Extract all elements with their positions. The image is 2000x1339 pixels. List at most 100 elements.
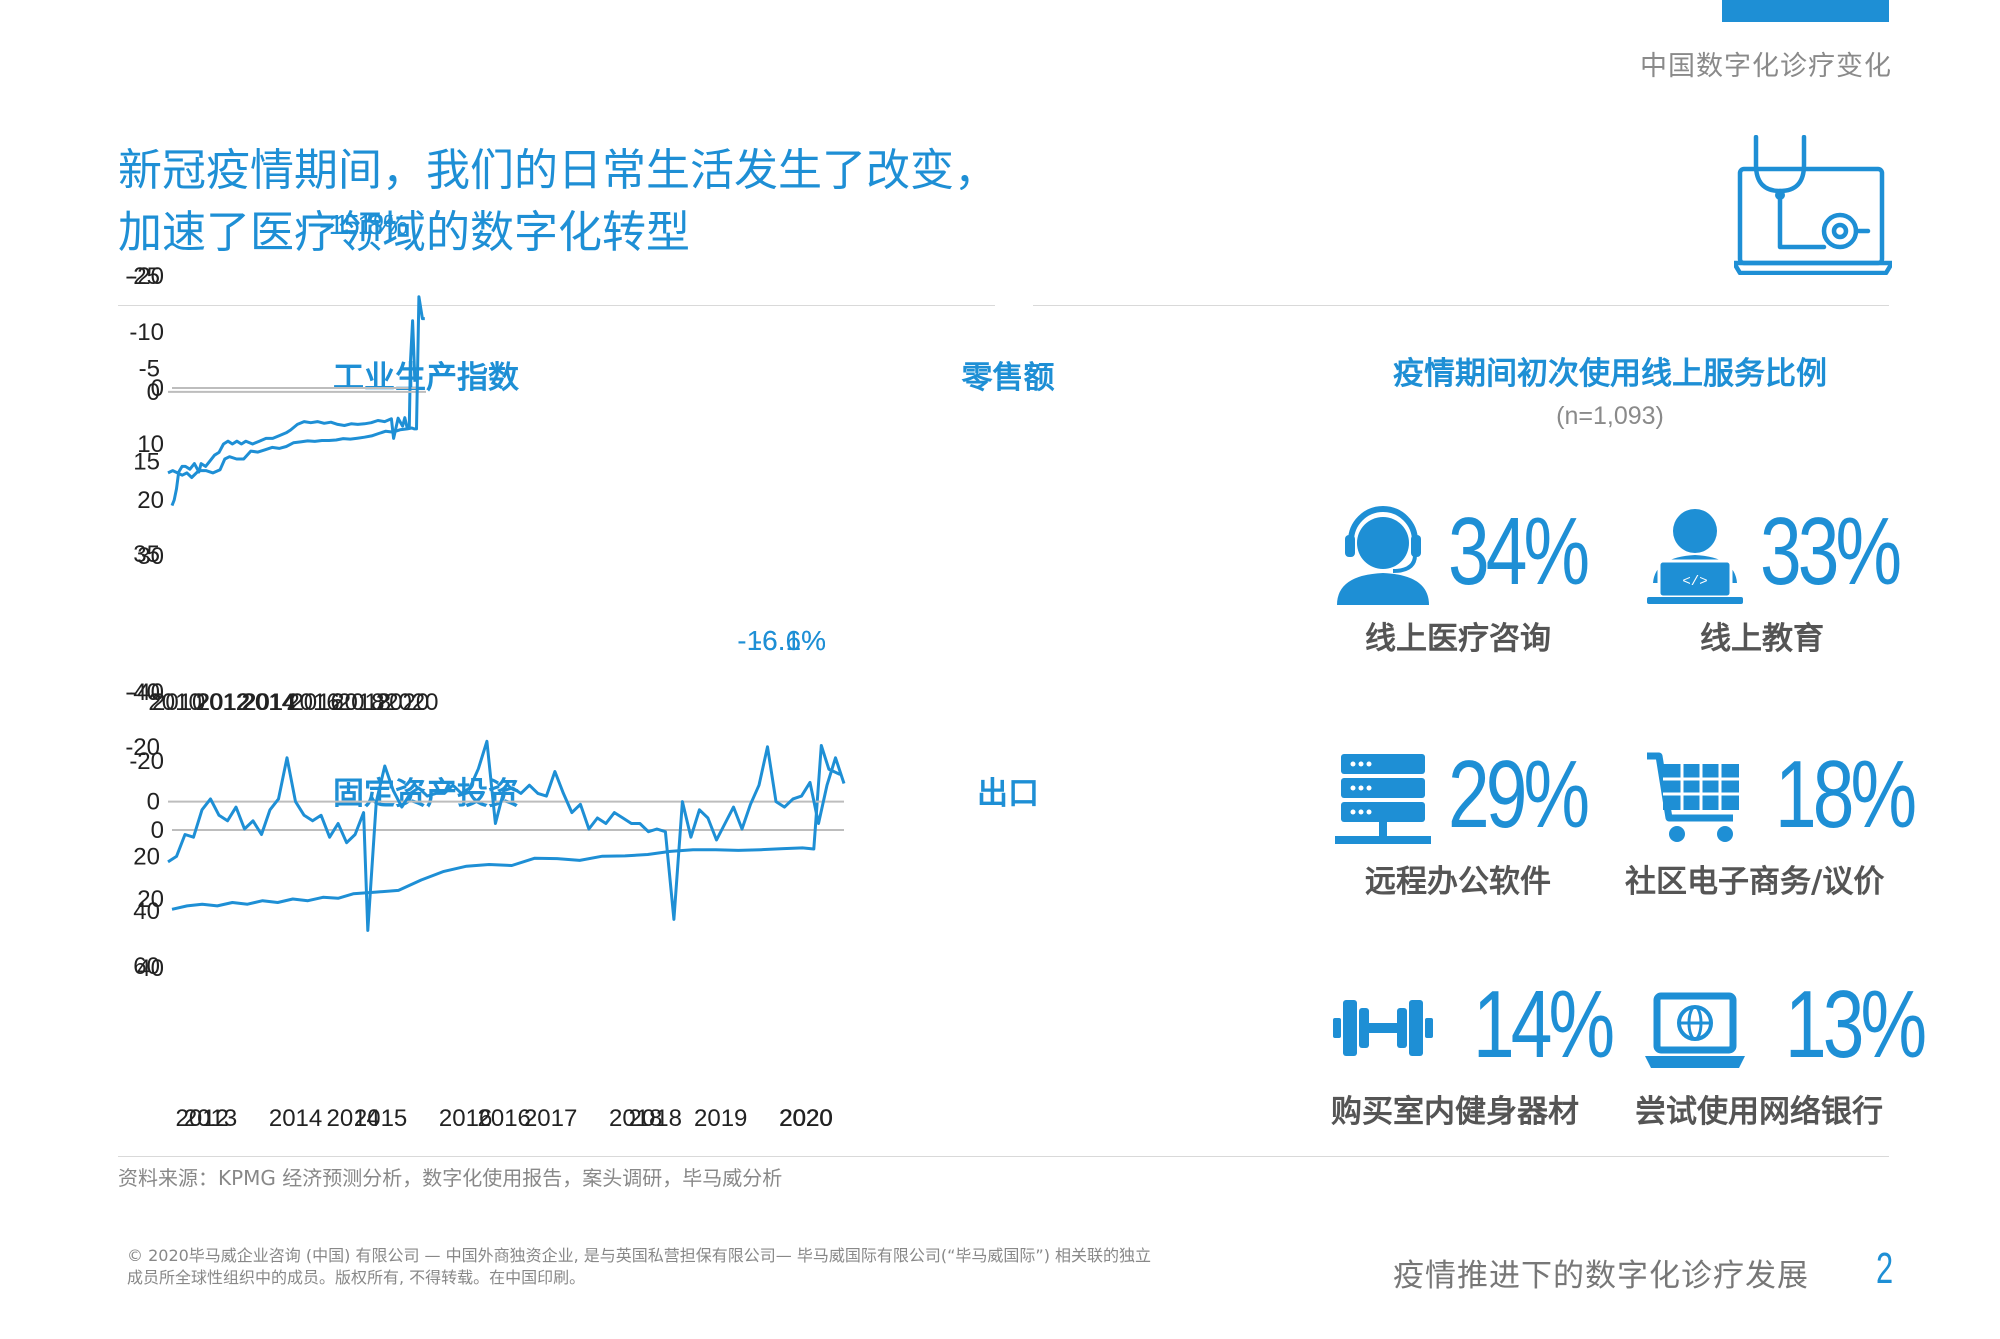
- y-tick-label: 0: [147, 789, 160, 816]
- headset-user-icon: [1337, 506, 1429, 605]
- y-tick-label: -20: [125, 734, 160, 761]
- series-line: [167, 739, 846, 932]
- x-tick-label: 2019: [694, 1105, 747, 1132]
- series-line: [167, 295, 425, 479]
- stat-online-education: </> 33% 线上教育: [1645, 498, 1945, 675]
- chart-industrial-svg: 3020100-10-20201020122014201620182020-1.…: [129, 209, 429, 716]
- chart-export: 60 40 20 0 -20 -40 2013 2014 2015 2016 2017 2018 201…: [125, 625, 1320, 1132]
- x-tick-label: 2018: [609, 1105, 662, 1132]
- stat-pct: 33%: [1760, 498, 1902, 605]
- stat-community-ecommerce: 18% 社区电子商务/议价: [1625, 741, 1945, 918]
- x-tick-label: 2018: [629, 1105, 682, 1132]
- y-tick-label: 10: [137, 431, 164, 458]
- page-title-line-2: 加速了医疗领域的数字化转型: [118, 207, 690, 258]
- x-tick-label: 2014: [243, 689, 296, 716]
- x-tick-label: 2020: [376, 689, 429, 716]
- y-tick-label: 40: [137, 955, 164, 982]
- laptop-user-icon: </>: [1647, 509, 1743, 604]
- chart-title-export: 出口: [977, 776, 1039, 812]
- y-tick-label: -5: [139, 356, 160, 383]
- section-label: 中国数字化诊疗变化: [1640, 51, 1892, 82]
- x-tick-label: 2013: [184, 1105, 237, 1132]
- shopping-cart-icon: [1647, 752, 1739, 842]
- stat-online-medical: 34% 线上医疗咨询: [1333, 498, 1633, 675]
- y-tick-label: 0: [147, 379, 160, 406]
- chart-title-industrial: 工业生产指数: [333, 360, 519, 396]
- y-tick-label: 0: [151, 375, 164, 402]
- chart-title-fixed-asset: 固定资产投资: [333, 776, 519, 812]
- svg-text:</>: </>: [1682, 574, 1707, 590]
- copyright-note: © 2020毕马威企业咨询 (中国) 有限公司 — 中国外商独资企业, 是与英国…: [127, 1245, 1357, 1289]
- y-tick-label: 0: [151, 817, 164, 844]
- x-tick-label: 2015: [354, 1105, 407, 1132]
- divider-bottom: [118, 1156, 1889, 1157]
- stethoscope-laptop-icon: [1734, 135, 1892, 275]
- x-tick-label: 2012: [196, 689, 249, 716]
- y-tick-label: -20: [129, 263, 164, 290]
- x-tick-label: 2014: [269, 1105, 322, 1132]
- chart-retail: 35 15 0 -5 -25 2010 2012 2014 2016 2018 2020 -15.8%: [125, 209, 1320, 716]
- x-tick-label: 2016: [439, 1105, 492, 1132]
- x-tick-label: 2010: [152, 689, 205, 716]
- x-tick-label: 2016: [290, 689, 343, 716]
- divider-top-left: [118, 305, 995, 306]
- footer-title: 疫情推进下的数字化诊疗发展: [1393, 1258, 1809, 1294]
- x-tick-label: 2018: [338, 689, 391, 716]
- series-line: [170, 319, 417, 507]
- latest-value-label: -1.1%: [325, 209, 398, 240]
- y-tick-label: 20: [137, 487, 164, 514]
- latest-value-label: -16.1%: [737, 625, 826, 656]
- stat-pct: 18%: [1775, 741, 1917, 848]
- y-tick-label: -25: [125, 263, 160, 290]
- y-tick-label: 20: [133, 843, 160, 870]
- x-tick-label: 2017: [524, 1105, 577, 1132]
- copyright-line-1: © 2020毕马威企业咨询 (中国) 有限公司 — 中国外商独资企业, 是与英国…: [127, 1246, 1152, 1265]
- chart-fixed-asset: 40 20 0 -20 -40 2012 2014 2016 2018 2020 -16.1%: [118, 625, 844, 1132]
- header-accent-tab: [1722, 0, 1889, 22]
- y-tick-label: 35: [133, 541, 160, 568]
- server-icon: [1335, 754, 1431, 844]
- y-tick-label: 30: [137, 543, 164, 570]
- stat-label: 远程办公软件: [1365, 864, 1551, 900]
- stat-remote-office: 29% 远程办公软件: [1333, 741, 1633, 918]
- y-tick-label: 60: [133, 953, 160, 980]
- x-tick-label: 2016: [478, 1105, 531, 1132]
- y-tick-label: 15: [133, 448, 160, 475]
- latest-value-label: -15.8%: [319, 209, 408, 240]
- stat-home-fitness: 14% 购买室内健身器材: [1331, 971, 1633, 1148]
- stat-label: 尝试使用网络银行: [1635, 1094, 1883, 1130]
- dumbbell-icon: [1333, 1000, 1433, 1056]
- x-tick-label: 2014: [327, 1105, 380, 1132]
- stat-label: 线上医疗咨询: [1365, 621, 1551, 657]
- x-tick-label: 2014: [242, 689, 295, 716]
- page-title: 新冠疫情期间，我们的日常生活发生了改变， 加速了医疗领域的数字化转型: [118, 140, 998, 264]
- chart-industrial: 30 20 10 0 -10 -20 2010 2012 2014 2016 2018 2020 -1.…: [118, 209, 718, 716]
- y-tick-label: -40: [125, 679, 160, 706]
- x-tick-label: 2020: [385, 689, 438, 716]
- y-tick-label: -40: [129, 679, 164, 706]
- x-tick-label: 2012: [197, 689, 250, 716]
- x-tick-label: 2012: [176, 1105, 229, 1132]
- chart-title-retail: 零售额: [961, 360, 1055, 396]
- page-number: 2: [1876, 1244, 1894, 1293]
- stat-online-banking: 13% 尝试使用网络银行: [1635, 971, 1945, 1148]
- copyright-line-2: 成员所全球性组织中的成员。版权所有, 不得转载。在中国印刷。: [127, 1268, 586, 1287]
- series-line: [171, 744, 841, 911]
- x-tick-label: 2010: [148, 689, 201, 716]
- x-tick-label: 2020: [780, 1105, 833, 1132]
- x-tick-label: 2020: [779, 1105, 832, 1132]
- stat-label: 社区电子商务/议价: [1625, 864, 1885, 900]
- stat-label: 购买室内健身器材: [1331, 1094, 1579, 1130]
- y-tick-label: 40: [133, 898, 160, 925]
- stat-pct: 13%: [1785, 971, 1927, 1078]
- stat-label: 线上教育: [1700, 621, 1824, 657]
- latest-value-label: -6.6%: [753, 625, 826, 656]
- source-note: 资料来源：KPMG 经济预测分析，数字化使用报告，案头调研，毕马威分析: [118, 1166, 783, 1190]
- y-tick-label: -20: [129, 748, 164, 775]
- y-tick-label: -10: [129, 319, 164, 346]
- y-tick-label: 20: [137, 886, 164, 913]
- laptop-globe-icon: [1645, 992, 1745, 1068]
- x-tick-label: 2018: [331, 689, 384, 716]
